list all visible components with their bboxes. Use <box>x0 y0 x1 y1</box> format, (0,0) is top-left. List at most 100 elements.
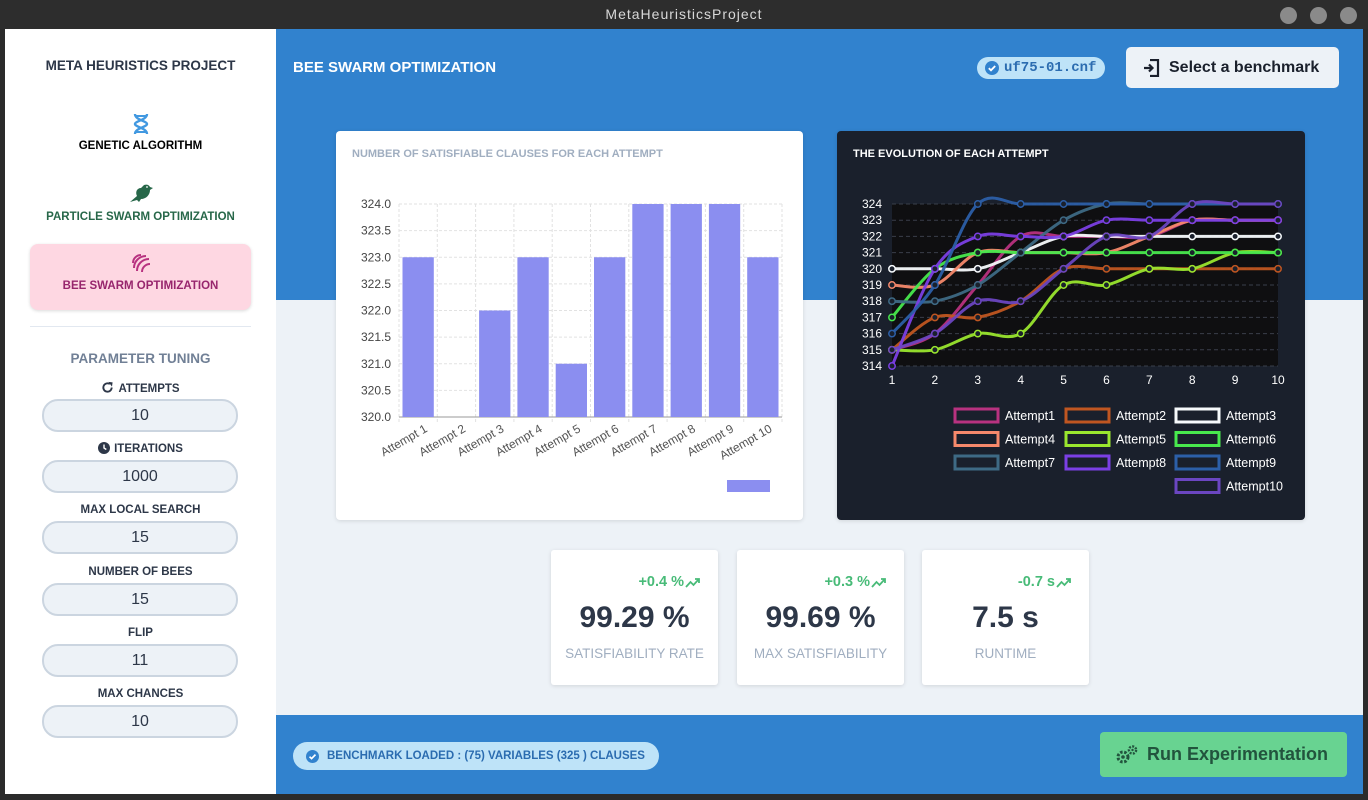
trend-up-icon <box>871 578 886 588</box>
data-point <box>1102 200 1111 208</box>
bar <box>594 257 626 417</box>
y-tick-label: 322.5 <box>361 277 391 291</box>
x-tick-label: 1 <box>889 373 896 387</box>
bar-chart: 324.0 323.5 323.0 322.5 322.0 321.5 321.0 320.5… <box>361 197 783 492</box>
number-of-bees-label: NUMBER OF BEES <box>88 566 193 578</box>
nav-label: BEE SWARM OPTIMIZATION <box>62 280 219 292</box>
number-of-bees-input[interactable] <box>42 583 238 616</box>
data-point <box>973 297 982 306</box>
main-panel: BEE SWARM OPTIMIZATION uf75-01.cnf Selec… <box>276 29 1363 794</box>
close-button[interactable] <box>1340 7 1357 24</box>
x-tick-label: 9 <box>1232 373 1239 387</box>
line-chart: 324 323 322 321 320 319 318 317 316 315 314 1 2 3 4 5 6 7… <box>862 196 1285 494</box>
legend-label: Attempt5 <box>1116 433 1166 447</box>
data-point <box>1016 248 1025 257</box>
bird-icon <box>129 184 153 202</box>
data-point <box>1016 200 1025 208</box>
data-point <box>1145 264 1154 273</box>
data-point <box>1059 200 1068 208</box>
y-tick-label: 318 <box>862 294 882 308</box>
iterations-input[interactable] <box>42 460 238 493</box>
data-point <box>1102 281 1111 289</box>
data-point <box>1188 232 1197 241</box>
data-point <box>1188 248 1197 257</box>
legend-label: Attempt2 <box>1116 409 1166 423</box>
data-point <box>930 281 939 289</box>
data-point <box>888 345 896 354</box>
stat-value: 7.5 s <box>972 601 1039 634</box>
data-point <box>973 248 982 257</box>
legend-swatch <box>1064 431 1111 447</box>
max-chances-input[interactable] <box>42 705 238 738</box>
data-point <box>1059 281 1068 289</box>
x-tick-label: 10 <box>1271 373 1285 387</box>
select-benchmark-button[interactable]: Select a benchmark <box>1126 47 1339 88</box>
bar <box>708 204 741 417</box>
y-tick-label: 324 <box>862 197 882 211</box>
data-point <box>1145 232 1154 241</box>
data-point <box>1231 216 1240 225</box>
data-point <box>1059 232 1068 241</box>
data-point <box>1102 264 1111 273</box>
data-point <box>1274 200 1282 208</box>
minimize-button[interactable] <box>1280 7 1297 24</box>
nav-particle-swarm[interactable]: PARTICLE SWARM OPTIMIZATION <box>30 174 251 240</box>
app-title: META HEURISTICS PROJECT <box>45 58 236 73</box>
legend-label: Attempt10 <box>1226 480 1283 494</box>
dna-icon <box>133 113 148 135</box>
data-point <box>1145 248 1154 257</box>
flip-input[interactable] <box>42 644 238 677</box>
legend-label: Attempt3 <box>1226 409 1276 423</box>
legend-label: Attempt7 <box>1005 456 1055 470</box>
stat-card-max-satisfiability: +0.3 % 99.69 % MAX SATISFIABILITY <box>737 550 904 685</box>
data-point <box>888 362 896 370</box>
bar-chart-card: NUMBER OF SATISFIABLE CLAUSES FOR EACH A… <box>336 131 803 520</box>
legend-swatch <box>1174 431 1221 447</box>
line-chart-card: THE EVOLUTION OF EACH ATTEMPT 324 323 322 3… <box>837 131 1305 520</box>
line-chart-title: THE EVOLUTION OF EACH ATTEMPT <box>853 148 1049 160</box>
data-point <box>973 232 982 241</box>
y-tick-label: 320 <box>862 262 882 276</box>
data-point <box>888 297 896 306</box>
legend-swatch <box>953 431 1000 447</box>
legend-label: Attempt1 <box>1005 409 1055 423</box>
x-tick-label: 5 <box>1060 373 1067 387</box>
attempts-input[interactable] <box>42 399 238 432</box>
y-tick-label: 323.5 <box>361 224 391 238</box>
maximize-button[interactable] <box>1310 7 1327 24</box>
stat-caption: RUNTIME <box>974 646 1037 661</box>
bar <box>555 363 587 417</box>
y-tick-label: 316 <box>862 327 882 341</box>
data-point <box>930 264 939 273</box>
stat-delta: +0.4 % <box>638 574 700 590</box>
x-tick-label: 6 <box>1103 373 1110 387</box>
legend-swatch <box>1174 478 1221 494</box>
stat-value: 99.29 % <box>579 601 690 634</box>
nav-bee-swarm[interactable]: BEE SWARM OPTIMIZATION <box>30 244 251 310</box>
bar <box>747 257 779 417</box>
stat-delta: -0.7 s <box>1018 574 1071 590</box>
y-tick-label: 314 <box>862 359 882 373</box>
legend-swatch <box>1174 407 1221 424</box>
nav-genetic-algorithm[interactable]: GENETIC ALGORITHM <box>30 103 251 169</box>
legend-swatch <box>727 480 770 492</box>
y-tick-label: 321.5 <box>361 330 391 344</box>
data-point <box>1274 248 1282 257</box>
bar <box>402 257 434 417</box>
stat-caption: MAX SATISFIABILITY <box>753 646 888 661</box>
data-point <box>930 345 939 354</box>
y-tick-label: 323 <box>862 213 882 227</box>
data-point <box>1231 232 1240 241</box>
series-line <box>891 200 1278 352</box>
check-circle-icon <box>985 61 999 75</box>
run-experimentation-button[interactable]: Run Experimentation <box>1100 732 1347 777</box>
max-local-search-input[interactable] <box>42 521 238 554</box>
series-line <box>891 249 1279 353</box>
data-point <box>1059 264 1068 273</box>
data-point <box>1102 216 1111 225</box>
legend-label: Attempt6 <box>1226 433 1276 447</box>
data-point <box>1145 216 1154 225</box>
stat-delta: +0.3 % <box>824 574 886 590</box>
y-tick-label: 320.5 <box>361 383 391 397</box>
data-point <box>1274 216 1282 225</box>
